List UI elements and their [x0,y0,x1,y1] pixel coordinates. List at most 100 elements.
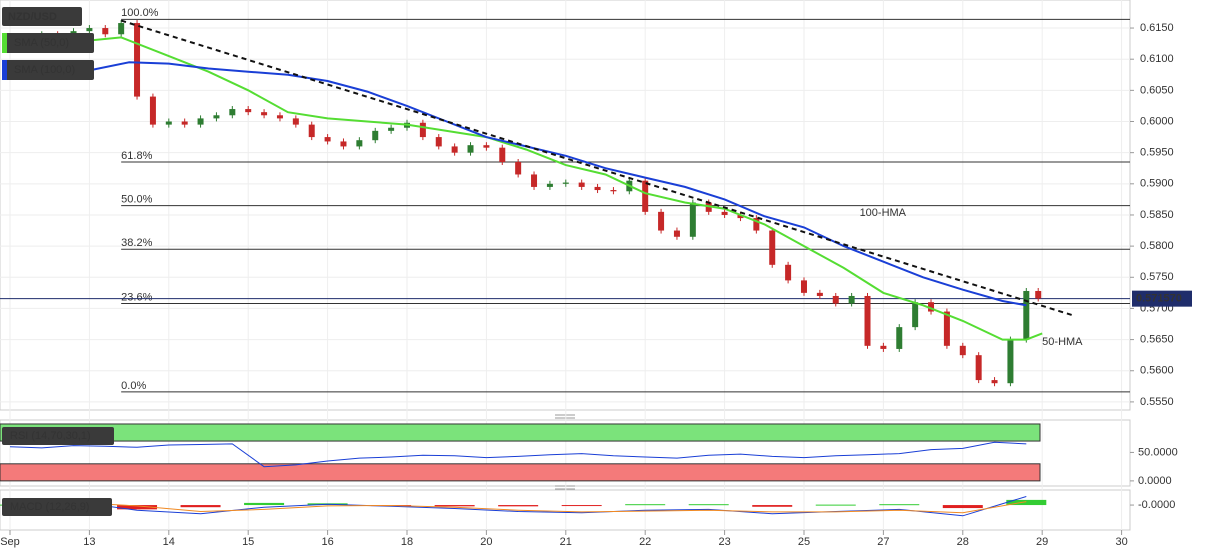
candle-body [1007,339,1014,384]
macd-panel [0,489,1131,531]
macd-histogram-bar [180,505,221,508]
x-tick-label: 27 [877,536,889,548]
y-tick-label: 0.5950 [1140,147,1174,159]
candle-body [213,115,220,119]
x-tick-label: 28 [957,536,969,548]
x-tick-label: 21 [560,536,572,548]
signal-line [9,501,1027,514]
macd-histogram-bar [498,505,539,507]
candle-body [832,295,839,304]
x-tick-label: 16 [321,536,333,548]
candle-body [816,292,823,296]
candle-body [610,190,617,192]
candle-body [800,280,807,293]
x-tick-label: 30 [1115,536,1127,548]
y-tick-label: 0.5750 [1140,271,1174,283]
rsi-line [9,441,1027,468]
macd-histogram-bar [688,504,729,506]
candle-body [308,124,315,138]
candle-body [928,302,935,312]
candle-body [975,355,982,381]
macd-histogram-bar [1006,499,1047,506]
candle-body [991,380,998,384]
y-tick-label: 0.5600 [1140,365,1174,377]
current-price-box [1132,290,1192,307]
macd-histogram-bar [117,505,158,510]
x-tick-label: 18 [401,536,413,548]
y-tick-label: 50.0000 [1138,446,1178,458]
annotation: 100-HMA [860,207,907,219]
y-tick-label: 0.5800 [1140,240,1174,252]
candle-body [848,295,855,304]
y-tick-label: 0.6150 [1140,22,1174,34]
x-tick-label: 25 [798,536,810,548]
legend-swatch [2,33,7,53]
y-tick-label: 0.6100 [1140,53,1174,65]
candle-body [1035,290,1042,299]
fib-label: 23.6% [121,291,152,303]
candle-body [515,162,522,175]
candle-body [880,345,887,349]
candle-body [959,345,966,356]
candle-body [435,137,442,147]
candle-body [546,183,553,187]
candle-body [388,127,395,131]
x-tick-label: Sep [0,536,20,548]
indicator-title: RSI (14,70,30,1) [10,430,91,442]
candle-body [165,121,172,125]
candle-body [483,145,490,148]
macd-histogram-bar [752,505,793,507]
candle-body [419,122,426,138]
macd-histogram-bar [879,504,920,506]
x-tick-label: 22 [639,536,651,548]
indicator-line [9,36,1043,341]
x-tick-label: 23 [718,536,730,548]
macd-histogram-bar [625,504,666,506]
fib-label: 100.0% [121,7,159,19]
macd-line [9,496,1027,517]
candle-body [356,140,363,147]
x-tick-label: 20 [480,536,492,548]
y-tick-label: 0.5650 [1140,333,1174,345]
y-tick-label: 0.6000 [1140,115,1174,127]
symbol-box [2,7,82,26]
trendline [120,19,1075,317]
macd-histogram-bar [434,505,475,507]
x-tick-label: 13 [83,536,95,548]
y-tick-label: 0.6050 [1140,84,1174,96]
candle-body [1023,290,1030,340]
indicator-title-box [2,498,112,516]
candle-body [102,28,109,35]
indicator-title: MACD (12,26,9) [10,501,89,513]
candle-body [896,327,903,349]
candle-body [689,202,696,237]
candle-body [467,145,474,153]
x-tick-label: 29 [1036,536,1048,548]
legend-box [2,33,94,53]
fib-label: 50.0% [121,194,152,206]
candle-body [245,109,252,113]
candle-body [578,182,585,187]
candle-body [229,109,236,116]
macd-histogram-bar [561,505,602,507]
candle-body [594,186,601,191]
candle-body [181,121,188,125]
x-tick-label: 14 [163,536,175,548]
overbought-zone [0,423,1041,442]
candle-body [276,115,283,119]
fib-label: 0.0% [121,380,146,392]
candle-body [86,28,93,32]
y-tick-label: -0.0000 [1138,499,1175,511]
candle-body [785,264,792,281]
candle-body [261,112,268,116]
current-price-label: 0.571570 [1136,293,1182,305]
y-tick-label: 0.0000 [1138,475,1172,487]
legend-label: SMA (50,0) [14,37,69,49]
y-tick-label: 0.5900 [1140,178,1174,190]
macd-histogram-bar [244,502,285,506]
annotation: 50-HMA [1042,336,1083,348]
candle-body [562,182,569,184]
candle-body [451,146,458,153]
